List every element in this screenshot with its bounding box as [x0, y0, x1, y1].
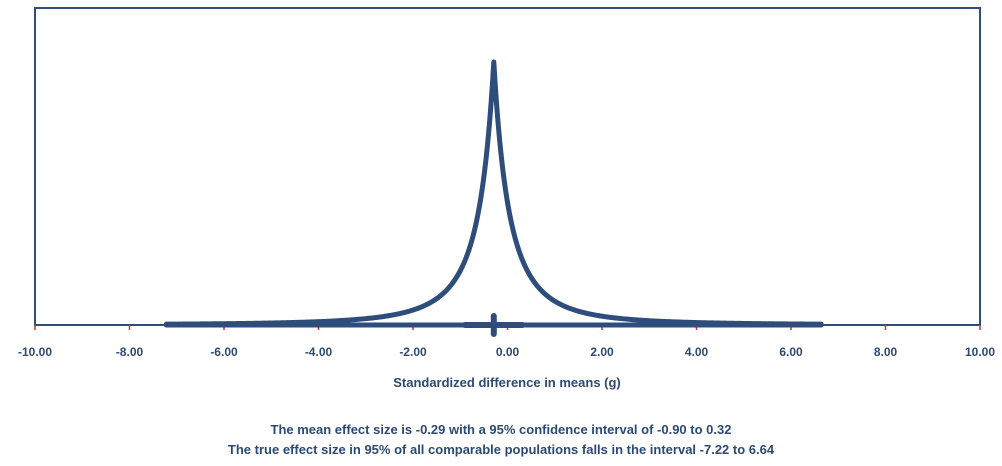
summary-caption-prediction: The true effect size in 95% of all compa…: [227, 442, 775, 457]
x-tick-label: -8.00: [116, 345, 144, 359]
x-tick-label: 0.00: [496, 345, 520, 359]
x-tick-label: -6.00: [210, 345, 238, 359]
x-tick-label: -10.00: [18, 345, 52, 359]
x-tick-label: 10.00: [965, 345, 995, 359]
x-tick-label: -4.00: [305, 345, 333, 359]
x-tick-label: -2.00: [399, 345, 427, 359]
x-tick-label: 2.00: [590, 345, 614, 359]
density-curve: [163, 59, 824, 327]
x-tick-label: 8.00: [874, 345, 898, 359]
x-axis-tick-labels: -10.00 -8.00 -6.00 -4.00 -2.00 0.00 2.00 4.00 6.…: [18, 345, 995, 359]
summary-caption-mean: The mean effect size is -0.29 with a 95%…: [270, 422, 732, 437]
x-axis-title: Standardized difference in means (g): [393, 375, 621, 390]
plot-frame: [34, 7, 981, 326]
x-tick-label: 6.00: [779, 345, 803, 359]
x-tick-label: 4.00: [685, 345, 709, 359]
